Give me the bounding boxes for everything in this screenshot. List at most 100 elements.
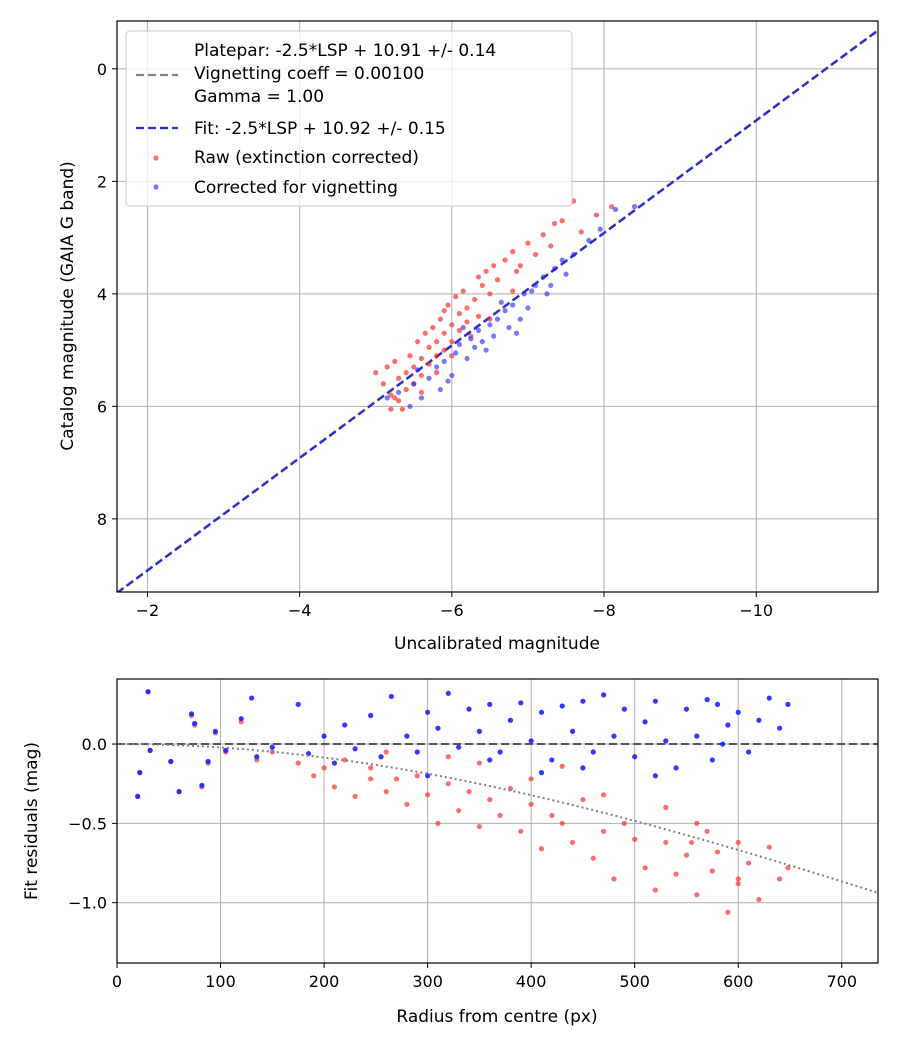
corrected-point — [254, 754, 260, 760]
corrected-point — [414, 367, 421, 373]
corrected-point — [205, 758, 211, 765]
corrected-point — [456, 744, 462, 750]
legend-corrected-marker-icon — [153, 184, 159, 190]
corrected-point — [652, 773, 658, 779]
raw-point — [532, 251, 539, 258]
raw-point — [525, 240, 531, 246]
corrected-point — [434, 364, 440, 370]
raw-point — [528, 776, 534, 782]
corrected-point — [510, 302, 516, 308]
raw-point — [426, 344, 432, 350]
raw-point — [528, 801, 534, 807]
corrected-point — [766, 695, 772, 701]
raw-point — [437, 316, 444, 322]
raw-point — [593, 212, 600, 218]
raw-point — [518, 828, 524, 834]
x-tick-label: 700 — [826, 972, 857, 991]
corrected-point — [521, 291, 527, 297]
raw-point — [388, 406, 394, 412]
legend-fit-label: Fit: -2.5*LSP + 10.92 +/- 0.15 — [194, 119, 446, 139]
corrected-point — [456, 341, 463, 348]
raw-point — [445, 781, 451, 787]
corrected-point — [532, 282, 539, 289]
raw-point — [611, 876, 617, 882]
corrected-point — [192, 720, 198, 727]
raw-point — [475, 313, 482, 319]
corrected-point — [479, 339, 485, 345]
legend-raw-label: Raw (extinction corrected) — [194, 148, 419, 168]
corrected-point — [414, 749, 420, 755]
corrected-point — [269, 744, 275, 750]
corrected-point — [704, 697, 710, 703]
raw-point — [403, 386, 409, 393]
corrected-point — [476, 728, 482, 734]
corrected-point — [709, 757, 715, 763]
raw-point — [756, 896, 762, 903]
legend-raw-marker-icon — [153, 155, 159, 161]
raw-point — [735, 881, 741, 887]
corrected-point — [540, 274, 546, 280]
legend-corrected-label: Corrected for vignetting — [194, 178, 398, 198]
raw-point — [745, 860, 752, 866]
raw-point — [388, 392, 394, 398]
raw-point — [403, 370, 409, 376]
raw-point — [422, 330, 428, 336]
raw-point — [475, 274, 482, 280]
bottom-plot: 0 100 200 300 400 500 600 700 0.0 −0.5 −1.0 Radius… — [22, 678, 879, 1027]
raw-point — [434, 370, 440, 376]
raw-point — [559, 218, 565, 224]
top-ticks: −2 −4 −6 −8 −10 0 2 4 6 8 — [97, 60, 773, 620]
corrected-point — [472, 344, 478, 350]
corrected-point — [395, 389, 402, 395]
raw-point — [540, 232, 546, 238]
x-tick-label: 0 — [112, 972, 122, 991]
raw-point — [414, 773, 420, 779]
raw-point — [445, 302, 451, 308]
raw-point — [311, 773, 317, 779]
corrected-point — [238, 716, 244, 722]
corrected-point — [137, 770, 143, 776]
corrected-point — [777, 725, 783, 731]
raw-point — [709, 868, 715, 874]
raw-point — [642, 865, 648, 871]
raw-point — [487, 291, 493, 297]
top-x-axis-label: Uncalibrated magnitude — [394, 634, 600, 654]
bottom-axes-frame — [116, 678, 879, 964]
corrected-point — [785, 701, 791, 707]
raw-point — [652, 887, 658, 893]
x-tick-label: −4 — [288, 601, 312, 620]
raw-point — [510, 288, 516, 294]
raw-point — [441, 347, 447, 353]
corrected-point — [538, 709, 545, 715]
corrected-point — [295, 701, 301, 707]
corrected-point — [502, 308, 508, 314]
corrected-point — [580, 765, 586, 771]
raw-point — [590, 855, 596, 861]
raw-point — [460, 288, 466, 294]
raw-point — [513, 268, 520, 274]
raw-point — [466, 789, 472, 795]
y-tick-label: 0 — [97, 60, 107, 79]
raw-point — [487, 796, 493, 803]
corrected-point — [168, 758, 174, 765]
x-tick-label: 600 — [723, 972, 754, 991]
corrected-point — [487, 322, 493, 328]
x-tick-label: −10 — [739, 601, 773, 620]
raw-point — [383, 789, 389, 795]
corrected-point — [404, 733, 410, 739]
corrected-point — [331, 760, 338, 766]
corrected-point — [487, 757, 493, 763]
corrected-point — [551, 265, 558, 272]
corrected-point — [756, 717, 762, 723]
raw-point — [331, 784, 338, 790]
corrected-point — [483, 347, 489, 353]
corrected-point — [445, 690, 451, 696]
corrected-point — [513, 330, 520, 336]
corrected-point — [145, 689, 151, 695]
y-tick-label: 8 — [97, 510, 107, 529]
corrected-point — [652, 698, 658, 704]
raw-point — [472, 296, 478, 303]
corrected-point — [571, 251, 577, 258]
raw-point — [735, 839, 741, 846]
